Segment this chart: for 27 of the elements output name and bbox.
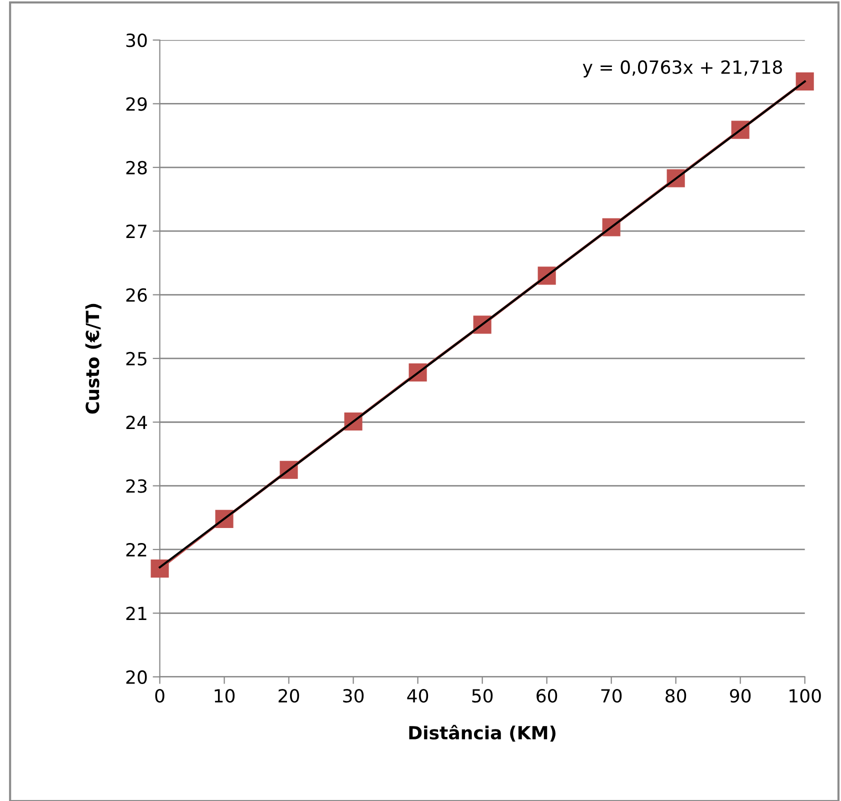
y-tick-label: 20 bbox=[126, 670, 147, 684]
y-tick-label: 22 bbox=[126, 542, 146, 556]
y-tick-label: 29 bbox=[126, 97, 147, 111]
x-tick-label: 70 bbox=[601, 688, 622, 703]
point bbox=[796, 72, 814, 90]
x-tick-label: 50 bbox=[472, 688, 493, 703]
x-tick-label: 10 bbox=[214, 688, 235, 703]
x-axis-title: Distância (KM) bbox=[409, 724, 556, 742]
y-axis-title: Custo (€/T) bbox=[85, 304, 102, 414]
x-tick-label: 0 bbox=[155, 688, 164, 703]
y-tick-label: 24 bbox=[126, 416, 147, 429]
y-tick-label: 26 bbox=[126, 288, 147, 302]
x-tick-label: 60 bbox=[536, 688, 558, 703]
y-tick-label: 25 bbox=[126, 352, 146, 366]
y-tick-label: 28 bbox=[126, 160, 147, 175]
x-tick-label: 40 bbox=[407, 688, 428, 703]
x-tick-label: 100 bbox=[790, 688, 821, 703]
x-tick-label: 30 bbox=[343, 688, 364, 703]
y-tick-label: 23 bbox=[126, 479, 147, 493]
x-tick-label: 80 bbox=[666, 688, 686, 703]
x-tick-label: 90 bbox=[730, 688, 751, 703]
y-tick-label: 21 bbox=[126, 606, 146, 620]
x-tick-label: 20 bbox=[278, 688, 300, 703]
point bbox=[150, 560, 169, 578]
annotation: y = 0,0763x + 21,718 bbox=[582, 60, 782, 78]
y-tick-label: 30 bbox=[126, 34, 147, 48]
y-tick-label: 27 bbox=[126, 224, 146, 238]
